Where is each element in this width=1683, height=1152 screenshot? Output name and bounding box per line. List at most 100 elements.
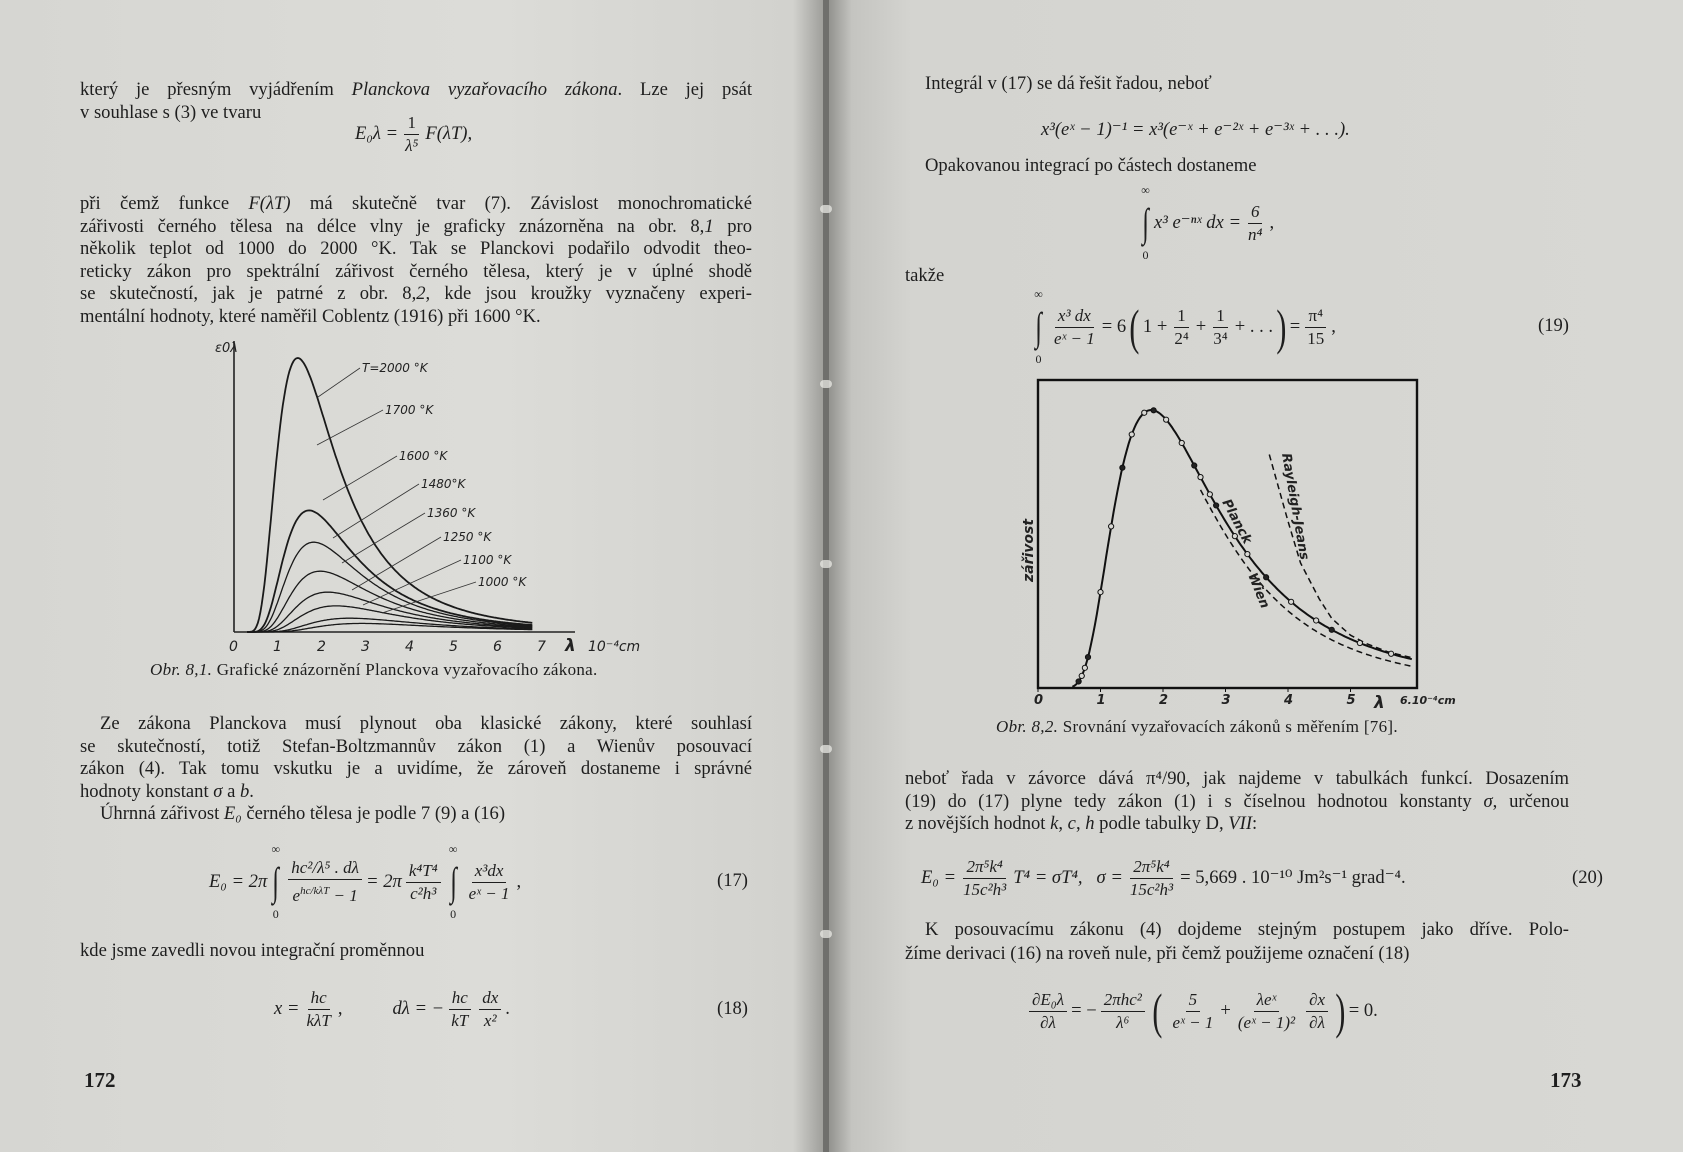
equation-18: x = hc kλT , dλ = − hc kT dx x² . <box>274 969 510 1049</box>
text-run: v souhlase s (3) ve tvaru <box>80 101 262 123</box>
eq-part: x = <box>274 998 300 1019</box>
text-line: v souhlase s (3) ve tvaru <box>80 102 752 125</box>
text-line: Integrál v (17) se dá řešit řadou, neboť <box>905 73 1569 96</box>
fraction: x³ dx eˣ − 1 <box>1051 305 1098 350</box>
wien-curve <box>1199 489 1413 668</box>
numerator: x³dx <box>471 860 507 883</box>
leader-line <box>322 455 398 501</box>
x-unit-label: 10⁻⁴cm <box>588 639 640 655</box>
denominator: (eˣ − 1)² <box>1237 1012 1296 1032</box>
measured-point <box>1356 639 1363 647</box>
text-line: hodnoty konstant σ a b. <box>80 781 752 804</box>
italic-text-run: E₀ <box>223 803 242 824</box>
x-tick-label: 0 <box>1034 693 1043 708</box>
denominator: 15 <box>1307 328 1325 348</box>
text-run: zákon (4). Tak tomu vskutku je a uvidíme… <box>80 758 752 779</box>
den-base: e <box>292 886 301 905</box>
equation-number: (18) <box>717 998 748 1019</box>
curve-1600K <box>247 541 533 633</box>
measured-point <box>1150 407 1157 414</box>
numerator: hc <box>307 987 330 1010</box>
measured-point <box>1263 574 1270 581</box>
eq-part: , <box>516 871 522 892</box>
numerator: ∂x <box>1306 989 1329 1012</box>
eq-part: . <box>505 998 510 1019</box>
x-tick-label: 2 <box>1159 693 1168 708</box>
eq-part: E₀ = <box>921 867 957 888</box>
measured-point <box>1075 678 1082 685</box>
upper-limit: ∞ <box>1034 287 1043 301</box>
text-line: zákon (4). Tak tomu vskutku je a uvidíme… <box>80 758 752 781</box>
italic-text-run: VII <box>1228 813 1253 834</box>
text-run: . Lze jej psát <box>617 79 753 100</box>
fraction: 1 3⁴ <box>1210 305 1230 350</box>
italic-text-run: 2 <box>416 283 426 304</box>
paragraph: Ze zákona Planckova musí plynout oba kla… <box>80 713 752 826</box>
paren: ) <box>1335 983 1346 1039</box>
eq-part: 1 + <box>1142 316 1168 337</box>
eq-part: = <box>1289 316 1301 337</box>
x-tick-label: 3 <box>361 639 370 655</box>
x-tick-label: 1 <box>273 639 282 655</box>
text-line: mentální hodnoty, které naměřil Coblentz… <box>80 306 752 329</box>
fraction: 2π⁵k⁴ 15c²h³ <box>960 856 1009 901</box>
fraction: 2π⁵k⁴ 15c²h³ <box>1127 856 1176 901</box>
text-run: , určenou <box>1492 790 1569 812</box>
denominator: ∂λ <box>1040 1012 1056 1032</box>
paren: ) <box>1276 299 1287 355</box>
denominator: eˣ − 1 <box>468 883 510 903</box>
numerator: 1 <box>1174 305 1189 328</box>
paragraph: K posouvacímu zákonu (4) dojdeme stejným… <box>905 918 1569 966</box>
integral-sign: ∞ ∫ 0 <box>1033 287 1044 367</box>
measured-point <box>1163 416 1170 423</box>
fraction: hc kT <box>448 987 471 1032</box>
stitch-mark <box>820 930 832 938</box>
text-line: se skutečností, totiž Stefan-Boltzmannův… <box>80 736 752 759</box>
equation-series: x³(eˣ − 1)⁻¹ = x³(e⁻ˣ + e⁻²ˣ + e⁻³ˣ + . … <box>1041 98 1350 162</box>
text-run: . <box>249 780 254 802</box>
text-line: zářivosti černého tělesa na délce vlny j… <box>80 216 752 239</box>
equation-integral: ∞ ∫ 0 x³ e⁻ⁿˣ dx = 6 n⁴ , <box>1137 182 1274 264</box>
text-line: kde jsme zavedli novou integrační proměn… <box>80 940 752 963</box>
paragraph: Opakovanou integrací po částech dostanem… <box>905 155 1569 178</box>
denominator: kT <box>451 1010 469 1030</box>
fraction: λeˣ (eˣ − 1)² <box>1235 989 1298 1034</box>
fraction: 6 n⁴ <box>1245 201 1265 246</box>
denominator: eˣ − 1 <box>1172 1012 1214 1032</box>
text-run: se skutečností, totiž Stefan-Boltzmannův… <box>80 735 752 757</box>
y-axis-label: ε0λ <box>215 341 238 356</box>
text-line: Opakovanou integrací po částech dostanem… <box>905 155 1569 178</box>
numerator: 2πhc² <box>1100 989 1145 1012</box>
denominator: λ⁶ <box>1116 1012 1130 1032</box>
integral-glyph: ∫ <box>449 859 457 904</box>
equation-19: ∞ ∫ 0 x³ dx eˣ − 1 = 6 ( 1 + 1 2⁴ + 1 3⁴ + . … <box>1030 286 1336 368</box>
leader-line <box>332 483 420 539</box>
curve-1360K <box>247 591 533 633</box>
numerator: dx <box>479 987 502 1010</box>
fraction: ∂x ∂λ <box>1306 989 1329 1034</box>
x-tick-label: 2 <box>317 639 326 655</box>
upper-limit: ∞ <box>271 842 281 856</box>
paragraph: neboť řada v závorce dává π⁴/90, jak naj… <box>905 768 1569 836</box>
measured-point <box>1084 654 1092 661</box>
lower-limit: 0 <box>272 907 279 921</box>
y-axis-label: zářivost <box>1021 518 1037 583</box>
numerator: 1 <box>1213 305 1228 328</box>
numerator: 6 <box>1247 201 1263 224</box>
eq-part: , <box>1331 316 1336 337</box>
equation-20: E₀ = 2π⁵k⁴ 15c²h³ T⁴ = σT⁴, σ = 2π⁵k⁴ 15c²… <box>921 838 1406 918</box>
curve-2000K <box>247 357 533 633</box>
rayleigh-jeans-label: Rayleigh-Jeans <box>1278 452 1312 561</box>
text-run: černého tělesa je podle 7 (9) a (16) <box>241 803 506 824</box>
integral-glyph: ∫ <box>1142 200 1149 245</box>
x-tick-label: 1 <box>1097 693 1106 708</box>
eq-part: E₀λ = <box>355 123 399 144</box>
numerator: 2π⁵k⁴ <box>963 856 1006 879</box>
fraction: π⁴ 15 <box>1304 305 1327 350</box>
text-line: se skutečností, jak je patrné z obr. 8,2… <box>80 283 752 306</box>
fraction: hc kλT <box>303 987 333 1032</box>
denominator: kλT <box>306 1010 331 1030</box>
numerator: hc <box>448 987 471 1010</box>
text-line: několik teplot od 1000 do 2000 °K. Tak s… <box>80 238 752 261</box>
text-run: žíme derivaci (16) na roveň nule, při če… <box>905 943 1410 964</box>
